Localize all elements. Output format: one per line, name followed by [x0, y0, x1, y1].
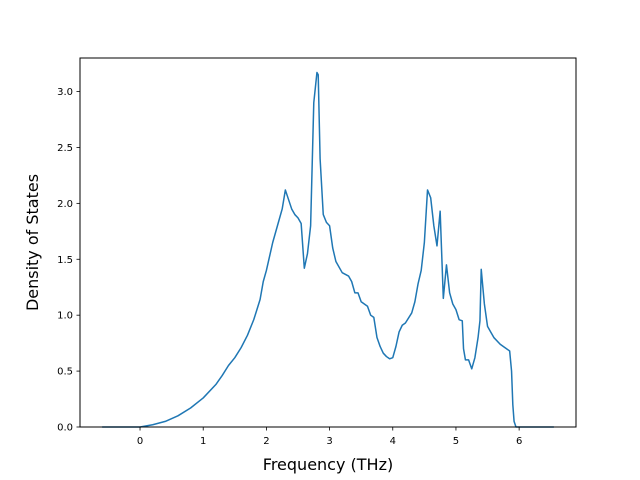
- x-tick-label: 4: [390, 436, 396, 447]
- x-axis-label: Frequency (THz): [263, 455, 393, 474]
- y-axis-label: Density of States: [23, 174, 42, 311]
- y-tick-label: 3.0: [57, 87, 73, 98]
- x-tick-label: 2: [263, 436, 269, 447]
- plot-area: [102, 71, 554, 428]
- dos-line-series-0: [102, 71, 554, 428]
- y-tick-label: 2.5: [57, 143, 73, 154]
- y-tick-label: 1.5: [57, 255, 73, 266]
- y-tick-label: 2.0: [57, 199, 73, 210]
- y-tick-label: 0.5: [57, 367, 73, 378]
- x-tick-label: 3: [326, 436, 332, 447]
- x-tick-label: 6: [516, 436, 522, 447]
- y-tick-label: 1.0: [57, 311, 73, 322]
- axes-frame: [79, 57, 577, 428]
- x-tick-label: 1: [200, 436, 206, 447]
- y-tick-label: 0.0: [57, 423, 73, 434]
- x-tick-label: 5: [453, 436, 459, 447]
- tick-layer: 0 1 2 3 4 5 6 0.0 0.5 1.0 1.5 2.0 2.5 3.0: [57, 87, 522, 447]
- x-tick-label: 0: [137, 436, 143, 447]
